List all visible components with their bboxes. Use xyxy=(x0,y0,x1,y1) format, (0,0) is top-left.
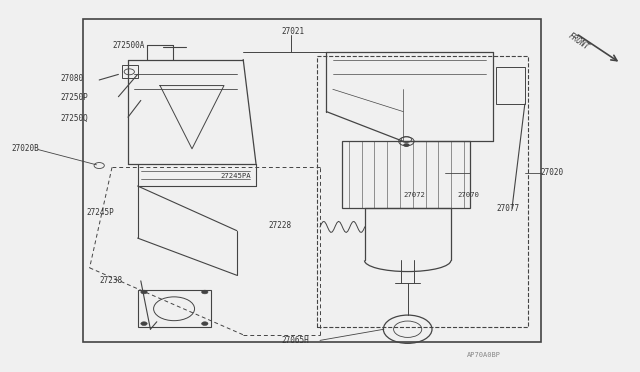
Circle shape xyxy=(141,322,147,326)
Text: 27080: 27080 xyxy=(61,74,84,83)
Bar xyxy=(342,141,470,208)
Text: 272500A: 272500A xyxy=(112,41,145,50)
Circle shape xyxy=(141,290,147,294)
Bar xyxy=(496,67,525,104)
Text: 27020B: 27020B xyxy=(12,144,39,153)
Circle shape xyxy=(202,290,208,294)
Bar xyxy=(317,56,528,327)
Circle shape xyxy=(202,322,208,326)
Text: 27020: 27020 xyxy=(541,169,564,177)
Text: AP70A0BP: AP70A0BP xyxy=(467,352,501,358)
Text: 27245PA: 27245PA xyxy=(221,173,252,179)
Bar xyxy=(122,65,138,78)
Text: 27077: 27077 xyxy=(496,204,519,213)
Text: 27228: 27228 xyxy=(269,221,292,230)
Text: 27072: 27072 xyxy=(403,192,425,198)
Text: 27250P: 27250P xyxy=(61,93,88,102)
Text: 27065H: 27065H xyxy=(282,336,309,345)
Text: 27238: 27238 xyxy=(99,276,122,285)
Text: 27250Q: 27250Q xyxy=(61,114,88,123)
Circle shape xyxy=(403,143,410,147)
Text: 27070: 27070 xyxy=(458,192,479,198)
Bar xyxy=(138,290,211,327)
Text: 27021: 27021 xyxy=(282,27,305,36)
Bar xyxy=(83,19,541,342)
Text: FRONT: FRONT xyxy=(566,32,591,52)
Text: 27245P: 27245P xyxy=(86,208,114,217)
